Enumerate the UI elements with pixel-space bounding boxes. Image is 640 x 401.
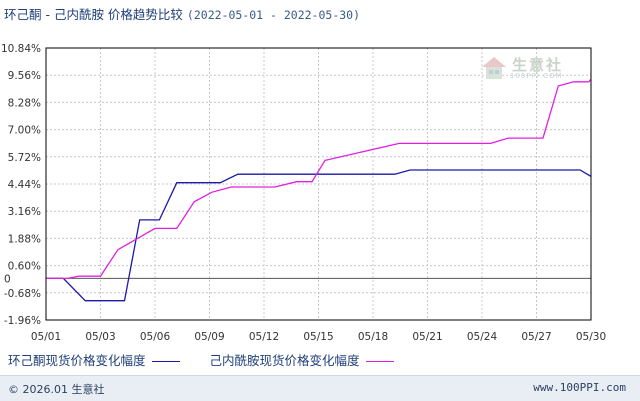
legend-item-series-1: 己内酰胺现货价格变化幅度	[210, 350, 394, 369]
plot-frame	[45, 47, 592, 321]
line-chart: 10.84% 9.56% 8.28% 7.00% 5.72% 4.44% 3.16% 1.88…	[1, 43, 606, 343]
legend-label-series-0: 环己酮现货价格变化幅度	[8, 353, 146, 368]
y-axis-labels: 10.84% 9.56% 8.28% 7.00% 5.72% 4.44% 3.16% 1.88…	[1, 43, 41, 327]
series-layer	[46, 78, 591, 302]
y-tick-label: 0.60%	[8, 261, 41, 273]
x-tick-label: 05/27	[521, 331, 551, 343]
chart-title-range: (2022-05-01 - 2022-05-30)	[186, 8, 361, 22]
chart-title: 环己酮 - 己内酰胺 价格趋势比较 (2022-05-01 - 2022-05-…	[4, 4, 360, 23]
y-tick-label: 9.56%	[8, 70, 41, 82]
x-axis-labels: 05/01 05/03 05/06 05/09 05/12 05/15 05/18 05/21…	[31, 331, 606, 343]
x-tick-label: 05/03	[85, 331, 115, 343]
watermark-logo: 生意社 100PPI.COM	[480, 52, 590, 84]
y-tick-label: 3.16%	[8, 206, 41, 218]
house-logo-icon	[482, 57, 506, 79]
y-tick-label: 10.84%	[1, 43, 41, 55]
x-tick-label: 05/09	[194, 331, 224, 343]
y-tick-label: 0	[4, 273, 11, 285]
x-tick-label: 05/06	[140, 331, 171, 343]
legend-swatch-series-1	[365, 361, 394, 362]
legend: 环己酮现货价格变化幅度 己内酰胺现货价格变化幅度	[8, 350, 420, 369]
legend-swatch-series-0	[151, 361, 180, 362]
footer-copyright: © 2026.01 生意社	[8, 383, 105, 396]
x-tick-label: 05/24	[467, 331, 498, 343]
series-line-1	[46, 78, 591, 280]
legend-label-series-1: 己内酰胺现货价格变化幅度	[209, 353, 360, 368]
y-tick-label: -0.68%	[4, 288, 41, 300]
y-tick-label: 5.72%	[8, 152, 41, 164]
x-tick-label: 05/18	[358, 331, 388, 343]
series-line-0	[46, 169, 591, 302]
y-tick-label: 4.44%	[8, 179, 41, 191]
y-tick-label: -1.96%	[4, 315, 41, 327]
chart-title-main: 环己酮 - 己内酰胺 价格趋势比较	[4, 7, 183, 22]
y-tick-label: 1.88%	[8, 233, 41, 245]
watermark-url: 100PPI.COM	[510, 72, 563, 80]
x-tick-label: 05/21	[412, 331, 442, 343]
legend-item-series-0: 环己酮现货价格变化幅度	[8, 350, 180, 369]
x-tick-label: 05/30	[576, 331, 606, 343]
x-tick-label: 05/01	[31, 331, 61, 343]
footer-site-link[interactable]: www.100PPI.com	[533, 381, 626, 394]
watermark-text: 生意社	[512, 56, 564, 74]
y-tick-label: 7.00%	[8, 125, 41, 137]
x-tick-label: 05/12	[249, 331, 279, 343]
x-tick-label: 05/15	[303, 331, 333, 343]
footer-bar: © 2026.01 生意社 www.100PPI.com	[0, 375, 640, 401]
grid-layer	[46, 47, 591, 321]
y-tick-label: 8.28%	[8, 97, 41, 109]
